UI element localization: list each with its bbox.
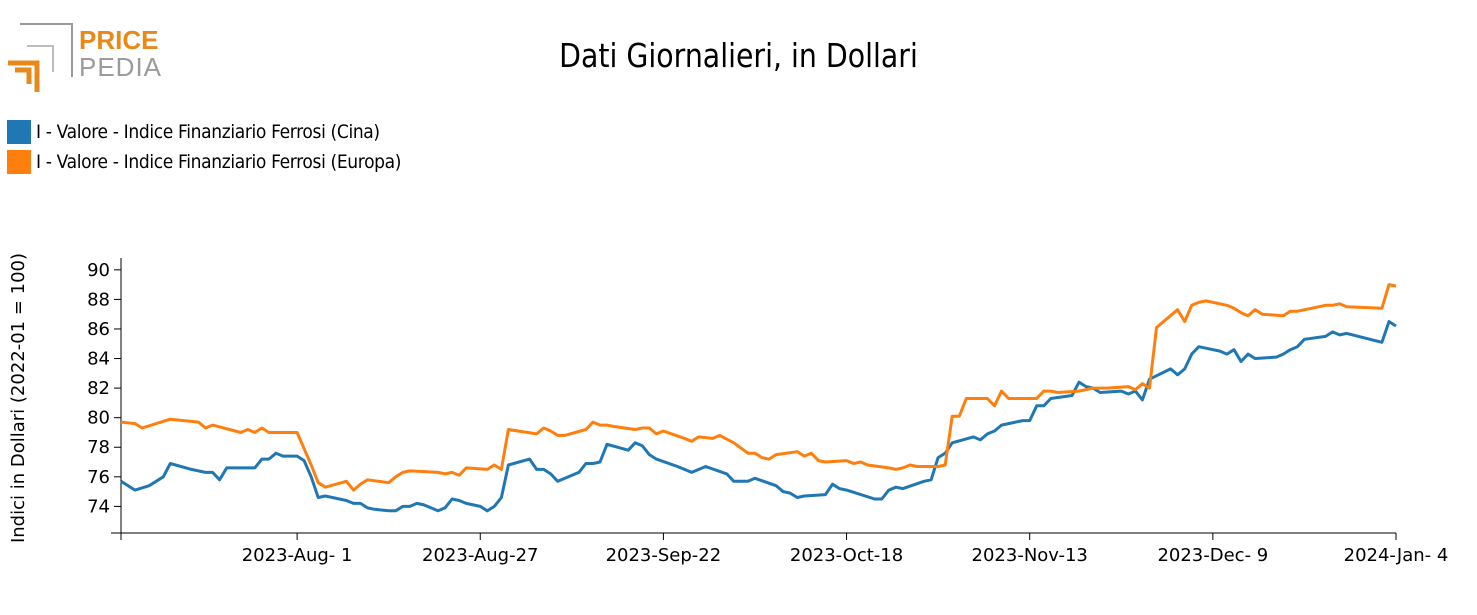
y-tick-label: 86 [87,319,110,340]
x-tick-label: 2023-Aug- 1 [242,545,353,566]
y-tick-label: 76 [87,467,110,488]
x-tick-label: 2023-Sep-22 [606,545,722,566]
y-tick-label: 82 [87,378,110,399]
chart-title: Dati Giornalieri, in Dollari [559,36,918,75]
pricepedia-logo-mark: PRICE PEDIA [8,23,162,92]
logo-text-price: PRICE [79,25,158,55]
y-axis-title: Indici in Dollari (2022-01 = 100) [8,253,29,543]
x-tick-label: 2024-Jan- 4 [1344,545,1449,566]
y-tick-label: 74 [87,496,110,517]
y-tick-label: 88 [87,289,110,310]
pricepedia-logo: PRICE PEDIA [6,20,166,95]
x-tick-label: 2023-Oct-18 [790,545,903,566]
legend-label-europa: I - Valore - Indice Finanziario Ferrosi … [36,151,402,173]
axes: 74 76 78 80 82 84 86 88 90 2023-Aug- 1 2023-Aug-27… [87,258,1448,566]
logo-text-pedia: PEDIA [79,52,162,82]
series-line-cina[interactable] [120,320,1397,513]
y-tick-label: 90 [87,260,110,281]
y-tick-label: 78 [87,437,110,458]
x-tick-label: 2023-Nov-13 [972,545,1088,566]
legend-label-cina: I - Valore - Indice Finanziario Ferrosi … [36,121,380,143]
y-tick-label: 84 [87,349,110,370]
x-tick-label: 2023-Dec- 9 [1157,545,1268,566]
y-tick-label: 80 [87,408,110,429]
series-line-europa[interactable] [120,283,1397,492]
legend-item-cina[interactable]: I - Valore - Indice Finanziario Ferrosi … [7,120,418,144]
x-tick-label: 2023-Aug-27 [422,545,538,566]
series-layer [120,283,1397,513]
legend-swatch-cina [7,120,31,144]
legend-swatch-europa [7,150,31,174]
legend-item-europa[interactable]: I - Valore - Indice Finanziario Ferrosi … [7,150,442,174]
